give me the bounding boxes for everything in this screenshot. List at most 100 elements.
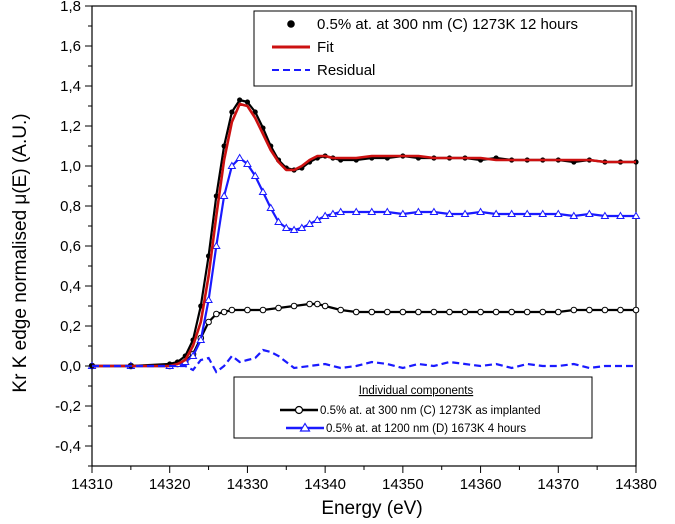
triangle-marker <box>336 207 346 215</box>
triangle-marker <box>507 209 517 217</box>
y-tick-label: 1,2 <box>60 118 81 135</box>
triangle-marker <box>297 223 307 231</box>
circle-marker <box>399 308 407 316</box>
y-tick-label: -0,2 <box>55 398 81 415</box>
y-tick-label: 0,4 <box>60 278 81 295</box>
data-point <box>229 109 235 115</box>
legend: 0.5% at. at 300 nm (C) 1273K 12 hours Fi… <box>253 10 633 87</box>
series-1 <box>92 102 636 368</box>
triangle-marker <box>243 159 252 167</box>
circle-marker <box>492 308 500 316</box>
circle-marker <box>321 302 329 310</box>
triangle-marker <box>328 209 338 217</box>
triangle-marker <box>313 215 322 223</box>
y-tick-label: 0,6 <box>60 238 81 255</box>
triangle-marker <box>351 207 361 215</box>
circle-marker <box>539 308 547 316</box>
circle-marker <box>205 318 212 326</box>
triangle-marker <box>600 211 610 219</box>
data-point <box>252 109 258 115</box>
circle-marker <box>601 306 609 314</box>
y-tick-label: 0,0 <box>60 358 81 375</box>
triangle-marker <box>445 209 454 217</box>
triangle-marker <box>188 351 198 359</box>
x-tick-label: 14340 <box>304 476 346 493</box>
circle-marker <box>368 308 376 316</box>
inset-label-1673k: 0.5% at. at 1200 nm (D) 1673K 4 hours <box>326 423 526 435</box>
x-tick-label: 14350 <box>382 476 424 493</box>
series-line <box>92 156 636 368</box>
legend-box <box>253 10 633 87</box>
circle-marker <box>415 308 422 316</box>
circle-marker <box>228 306 236 314</box>
circle-marker <box>523 308 531 316</box>
triangle-marker <box>585 209 594 217</box>
series-3 <box>88 300 640 370</box>
y-tick-label: 0,8 <box>60 198 81 215</box>
legend-label-sample: 0.5% at. at 300 nm (C) 1273K 12 hours <box>317 16 578 33</box>
inset-label-implanted: 0.5% at. at 300 nm (C) 1273K as implante… <box>320 405 541 417</box>
y-tick-label: -0,4 <box>55 438 81 455</box>
y-tick-label: 1,0 <box>60 158 81 175</box>
x-tick-label: 14310 <box>71 476 113 493</box>
triangle-marker <box>266 203 276 211</box>
inset-symbol-marker-1673k <box>299 422 311 432</box>
inset-legend: Individual components 0.5% at. at 300 nm… <box>233 376 593 439</box>
circle-marker <box>290 302 298 310</box>
y-tick-label: 1,6 <box>60 38 81 55</box>
circle-marker <box>554 308 562 316</box>
triangle-marker <box>460 209 470 217</box>
circle-marker <box>430 308 438 316</box>
triangle-marker <box>250 171 260 179</box>
fit-line <box>92 102 636 368</box>
circle-marker <box>586 306 593 314</box>
triangle-marker <box>476 207 485 215</box>
triangle-marker <box>616 211 625 219</box>
circle-marker <box>244 306 251 314</box>
triangle-marker <box>235 153 245 161</box>
axis-ticks: -0,4 -0,2 0,0 0,2 0,4 0,6 0,8 1,0 1,2 1,4 1,6 1,8 14… <box>55 0 657 493</box>
circle-marker <box>570 306 578 314</box>
x-tick-label: 14370 <box>537 476 579 493</box>
triangle-marker <box>320 211 330 219</box>
y-tick-label: 1,8 <box>60 0 81 15</box>
triangle-marker <box>569 211 579 219</box>
x-tick-label: 14320 <box>149 476 191 493</box>
circle-marker <box>259 306 267 314</box>
circle-marker <box>220 308 228 316</box>
data-point <box>244 99 251 105</box>
triangle-marker <box>204 295 213 303</box>
triangle-marker <box>289 225 299 233</box>
triangle-marker <box>538 209 548 217</box>
triangle-marker <box>281 223 291 231</box>
x-axis-title: Energy (eV) <box>321 498 422 519</box>
triangle-marker <box>553 209 563 217</box>
legend-label-residual: Residual <box>317 62 375 79</box>
circle-marker <box>275 304 282 312</box>
triangle-marker <box>305 219 314 227</box>
series-4 <box>87 153 641 369</box>
circle-marker <box>477 308 484 316</box>
circle-marker <box>632 306 640 314</box>
circle-marker <box>352 308 360 316</box>
triangle-marker <box>274 217 283 225</box>
y-axis-title: Kr K edge normalised μ(E) (A.U.) <box>10 113 31 392</box>
triangle-marker <box>211 241 221 249</box>
triangle-marker <box>631 211 641 219</box>
x-tick-label: 14330 <box>227 476 269 493</box>
x-tick-label: 14360 <box>460 476 502 493</box>
y-tick-label: 1,4 <box>60 78 81 95</box>
triangle-marker <box>258 187 268 195</box>
series-line <box>92 302 636 368</box>
legend-label-fit: Fit <box>317 39 334 56</box>
circle-marker <box>213 310 220 318</box>
triangle-marker <box>429 207 439 215</box>
triangle-marker <box>522 209 532 217</box>
circle-marker <box>617 306 624 314</box>
triangle-marker <box>398 209 408 217</box>
triangle-marker <box>196 335 206 343</box>
triangle-marker <box>367 207 377 215</box>
circle-marker <box>446 308 453 316</box>
data-point <box>237 97 243 103</box>
